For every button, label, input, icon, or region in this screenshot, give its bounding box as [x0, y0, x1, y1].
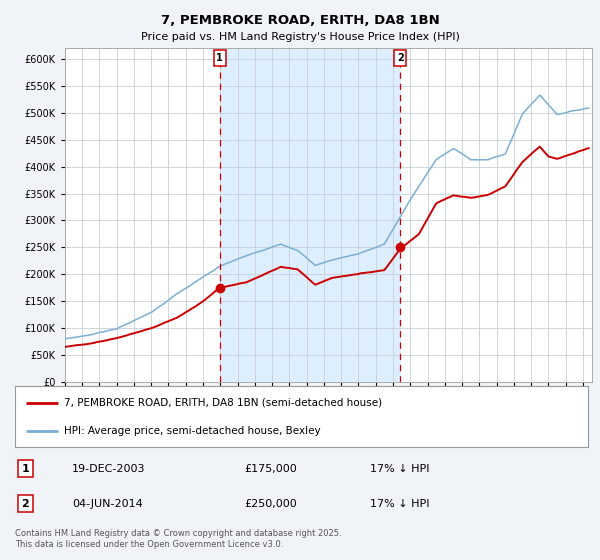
Text: 19-DEC-2003: 19-DEC-2003 [73, 464, 146, 474]
Text: £175,000: £175,000 [244, 464, 297, 474]
Text: Price paid vs. HM Land Registry's House Price Index (HPI): Price paid vs. HM Land Registry's House … [140, 32, 460, 43]
Text: Contains HM Land Registry data © Crown copyright and database right 2025.
This d: Contains HM Land Registry data © Crown c… [15, 529, 341, 549]
Text: 1: 1 [217, 53, 223, 63]
Text: 7, PEMBROKE ROAD, ERITH, DA8 1BN (semi-detached house): 7, PEMBROKE ROAD, ERITH, DA8 1BN (semi-d… [64, 398, 382, 408]
Text: 17% ↓ HPI: 17% ↓ HPI [370, 499, 430, 508]
Text: 7, PEMBROKE ROAD, ERITH, DA8 1BN: 7, PEMBROKE ROAD, ERITH, DA8 1BN [161, 14, 439, 27]
Text: 17% ↓ HPI: 17% ↓ HPI [370, 464, 430, 474]
Text: 04-JUN-2014: 04-JUN-2014 [73, 499, 143, 508]
Text: HPI: Average price, semi-detached house, Bexley: HPI: Average price, semi-detached house,… [64, 426, 320, 436]
Text: 2: 2 [397, 53, 404, 63]
Text: 2: 2 [22, 499, 29, 508]
Text: 1: 1 [22, 464, 29, 474]
Text: £250,000: £250,000 [244, 499, 297, 508]
